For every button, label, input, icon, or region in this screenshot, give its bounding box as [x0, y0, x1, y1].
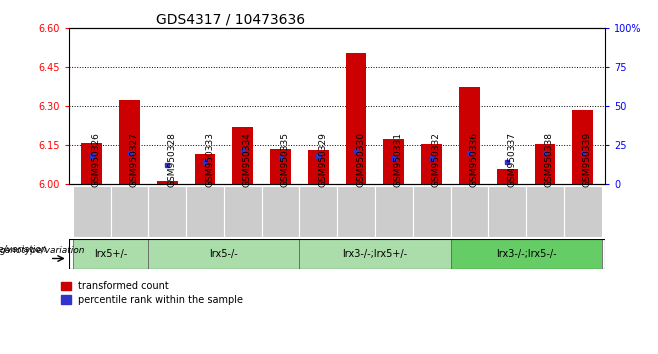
Bar	[157, 182, 178, 184]
Bar	[345, 53, 367, 184]
Text: lrx3-/-;lrx5+/-: lrx3-/-;lrx5+/-	[342, 249, 407, 259]
Bar	[526, 186, 564, 237]
Text: GSM950338: GSM950338	[545, 132, 554, 187]
Bar	[572, 110, 593, 184]
Bar	[413, 186, 451, 237]
Bar	[564, 186, 601, 237]
Bar	[186, 186, 224, 237]
Bar	[82, 143, 102, 184]
Text: GSM950339: GSM950339	[583, 132, 592, 187]
Text: GSM950330: GSM950330	[356, 132, 365, 187]
Text: lrx5-/-: lrx5-/-	[209, 249, 238, 259]
Text: GSM950333: GSM950333	[205, 132, 214, 187]
Bar	[73, 186, 111, 237]
Legend: transformed count, percentile rank within the sample: transformed count, percentile rank withi…	[61, 281, 243, 305]
Bar	[149, 239, 299, 269]
Text: GDS4317 / 10473636: GDS4317 / 10473636	[156, 12, 305, 27]
Bar	[338, 186, 375, 237]
Bar	[488, 186, 526, 237]
Text: GSM950328: GSM950328	[167, 132, 176, 187]
Text: lrx5+/-: lrx5+/-	[94, 249, 127, 259]
Bar	[451, 239, 601, 269]
Text: GSM950335: GSM950335	[280, 132, 290, 187]
Text: GSM950329: GSM950329	[318, 132, 327, 187]
Text: lrx3-/-;lrx5-/-: lrx3-/-;lrx5-/-	[495, 249, 557, 259]
Bar	[224, 186, 262, 237]
Bar	[270, 149, 291, 184]
Bar	[149, 186, 186, 237]
Bar	[111, 186, 149, 237]
Text: genotype/variation: genotype/variation	[0, 246, 86, 255]
Bar	[451, 186, 488, 237]
Bar	[384, 139, 404, 184]
Bar	[262, 186, 299, 237]
Text: GSM950337: GSM950337	[507, 132, 516, 187]
Bar	[375, 186, 413, 237]
Text: GSM950331: GSM950331	[394, 132, 403, 187]
Bar	[195, 154, 215, 184]
Bar	[459, 87, 480, 184]
Bar	[308, 150, 329, 184]
Text: GSM950327: GSM950327	[130, 132, 139, 187]
Text: GSM950332: GSM950332	[432, 132, 441, 187]
Bar	[73, 239, 149, 269]
Text: genotype/variation: genotype/variation	[0, 245, 47, 254]
Bar	[299, 186, 338, 237]
Text: GSM950336: GSM950336	[469, 132, 478, 187]
Bar	[421, 144, 442, 184]
Bar	[497, 169, 518, 184]
Bar	[119, 100, 140, 184]
Bar	[232, 127, 253, 184]
Bar	[534, 144, 555, 184]
Text: GSM950334: GSM950334	[243, 132, 252, 187]
Bar	[299, 239, 451, 269]
Text: GSM950326: GSM950326	[91, 132, 101, 187]
